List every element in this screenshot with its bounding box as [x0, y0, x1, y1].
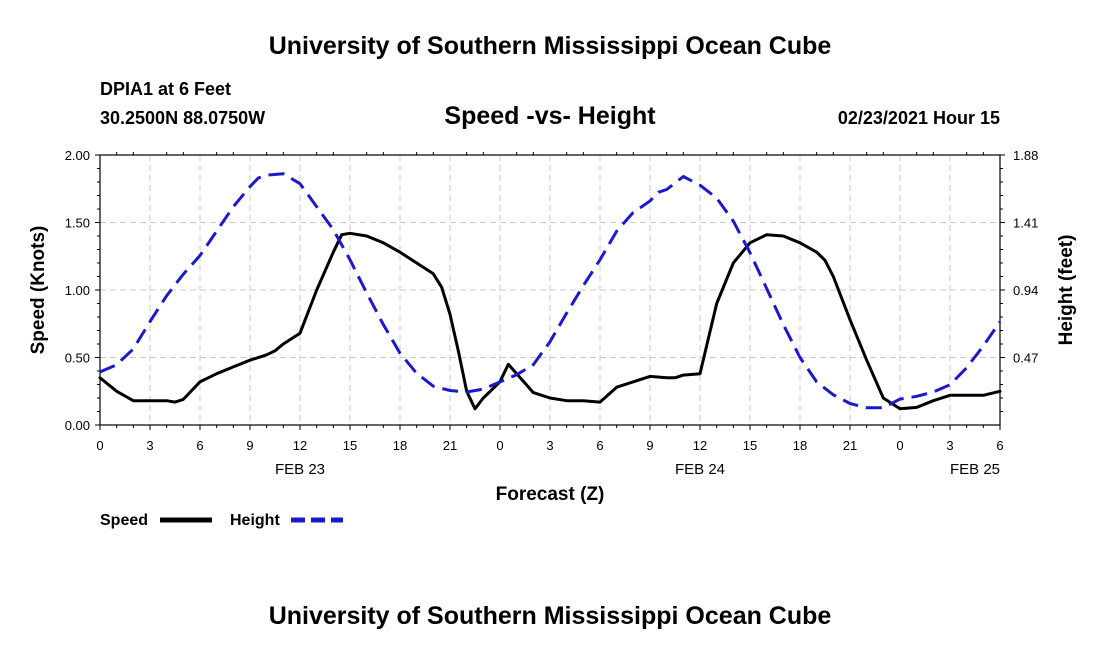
- date-label: FEB 24: [675, 461, 725, 478]
- page-title-bottom: University of Southern Mississippi Ocean…: [269, 602, 832, 630]
- y-axis-left-label: Speed (Knots): [28, 226, 49, 355]
- chart-title: Speed -vs- Height: [444, 102, 656, 130]
- legend: Speed Height: [100, 512, 343, 529]
- x-tick-label: 0: [896, 438, 903, 453]
- y-right-tick-label: 1.41: [1013, 216, 1038, 231]
- x-tick-label: 6: [596, 438, 603, 453]
- x-axis-label: Forecast (Z): [496, 484, 605, 505]
- datetime-label: 02/23/2021 Hour 15: [838, 108, 1000, 128]
- series-lines: [98, 172, 1002, 411]
- y-right-tick-label: 1.88: [1013, 148, 1038, 163]
- legend-speed-label: Speed: [100, 512, 148, 529]
- x-tick-label: 3: [546, 438, 553, 453]
- x-tick-label: 0: [96, 438, 103, 453]
- speed-series-line: [98, 231, 1002, 411]
- y-left-tick-label: 0.50: [65, 351, 90, 366]
- coordinates-label: 30.2500N 88.0750W: [100, 108, 265, 128]
- x-tick-label: 9: [646, 438, 653, 453]
- legend-height-label: Height: [230, 512, 280, 529]
- x-tick-label: 12: [693, 438, 707, 453]
- x-tick-label: 3: [146, 438, 153, 453]
- station-label: DPIA1 at 6 Feet: [100, 79, 231, 99]
- date-label: FEB 25: [950, 461, 1000, 478]
- x-tick-label: 3: [946, 438, 953, 453]
- y-right-tick-label: 0.94: [1013, 283, 1038, 298]
- date-label: FEB 23: [275, 461, 325, 478]
- axis-ticks: 0 3 6 9 12 15 18 21 0 3 6 9 12 15 18 21 0 3 6 FEB 23 FEB 24 F…: [65, 148, 1039, 478]
- y-left-tick-label: 0.00: [65, 418, 90, 433]
- height-series-line: [99, 172, 1002, 410]
- y-left-tick-label: 2.00: [65, 148, 90, 163]
- x-tick-label: 21: [843, 438, 857, 453]
- y-axis-right-label: Height (feet): [1056, 235, 1077, 346]
- x-tick-label: 6: [996, 438, 1003, 453]
- y-left-tick-label: 1.50: [65, 216, 90, 231]
- x-tick-label: 21: [443, 438, 457, 453]
- page-title-top: University of Southern Mississippi Ocean…: [269, 32, 832, 60]
- x-tick-label: 15: [343, 438, 357, 453]
- x-tick-label: 18: [793, 438, 807, 453]
- x-tick-label: 0: [496, 438, 503, 453]
- x-tick-label: 12: [293, 438, 307, 453]
- grid-lines: [100, 155, 1000, 425]
- x-tick-label: 6: [196, 438, 203, 453]
- x-tick-label: 9: [246, 438, 253, 453]
- y-left-tick-label: 1.00: [65, 283, 90, 298]
- x-tick-label: 15: [743, 438, 757, 453]
- y-right-tick-label: 0.47: [1013, 351, 1038, 366]
- x-tick-label: 18: [393, 438, 407, 453]
